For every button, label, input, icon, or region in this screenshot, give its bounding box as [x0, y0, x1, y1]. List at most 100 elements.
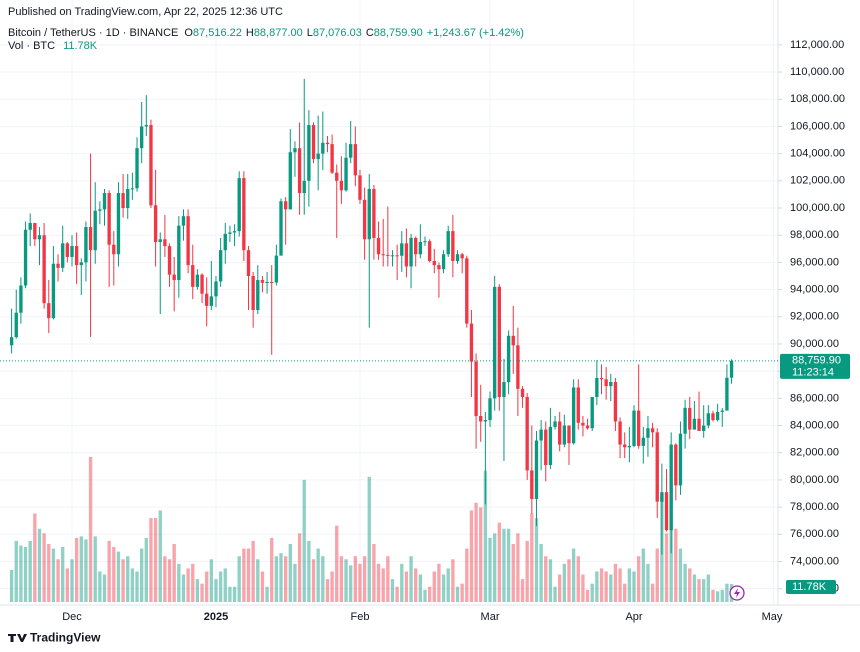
- volume-bar: [121, 559, 125, 602]
- symbol: Bitcoin / TetherUS · 1D · BINANCE: [8, 27, 178, 39]
- volume-bar: [93, 536, 97, 602]
- volume-bar: [191, 563, 195, 602]
- candle-body: [492, 286, 497, 399]
- candle-body: [200, 274, 204, 294]
- candle-body: [460, 254, 464, 259]
- volume-bar: [186, 568, 190, 602]
- candle-body: [692, 418, 697, 430]
- volume-bar: [135, 571, 139, 602]
- volume-bar: [474, 502, 478, 602]
- volume-bar: [599, 568, 604, 602]
- volume-bar: [98, 571, 102, 602]
- volume-bar: [636, 556, 641, 602]
- volume-bar: [293, 563, 297, 602]
- candle-body: [358, 175, 362, 200]
- volume-bar: [706, 574, 711, 602]
- volume-bar: [400, 563, 404, 602]
- volume-bar: [460, 583, 464, 602]
- volume-bar: [353, 556, 357, 602]
- candle-body: [725, 377, 729, 411]
- candle-body: [325, 142, 330, 145]
- ohlc-key: L: [307, 27, 313, 39]
- volume-bar: [339, 556, 344, 602]
- volume-bar: [427, 586, 432, 602]
- x-tick-label: Dec: [62, 611, 82, 623]
- candle-body: [469, 323, 474, 362]
- candle-body: [316, 153, 320, 160]
- volume-bar: [28, 540, 32, 602]
- y-tick-label: 100,000.00: [790, 202, 845, 214]
- volume-bar: [205, 571, 209, 602]
- candle-body: [335, 172, 339, 181]
- volume-bar: [469, 510, 474, 602]
- candle-body: [660, 492, 664, 502]
- volume-bar: [479, 507, 483, 602]
- grid: [0, 0, 778, 605]
- candle-body: [144, 125, 148, 127]
- y-tick-label: 104,000.00: [790, 148, 845, 160]
- volume-bar: [678, 548, 683, 602]
- y-tick-label: 84,000.00: [790, 419, 839, 431]
- x-tick-label: Apr: [625, 611, 642, 623]
- ohlc-value: 88,759.90: [374, 27, 423, 39]
- candle-body: [228, 232, 232, 234]
- candle-body: [623, 444, 627, 448]
- candle-body: [702, 425, 706, 431]
- volume-bar: [279, 553, 283, 602]
- volume-bar: [256, 559, 260, 602]
- ohlc-key: O: [184, 27, 193, 39]
- volume-bar: [441, 574, 446, 602]
- volume-bar: [465, 548, 469, 602]
- volume-bar: [702, 579, 706, 602]
- candle-body: [65, 243, 70, 257]
- volume-bar: [483, 470, 488, 602]
- volume-bar: [228, 586, 232, 602]
- volume-bar: [56, 559, 60, 602]
- candle-body: [530, 470, 534, 499]
- volume-bar: [107, 540, 111, 602]
- volume-bar: [646, 563, 650, 602]
- candle-body: [474, 361, 478, 417]
- volume-bar: [33, 513, 37, 602]
- volume-bar: [181, 574, 186, 602]
- y-tick-label: 76,000.00: [790, 528, 839, 540]
- candle-body: [465, 258, 469, 324]
- axis-layer: 72,000.0074,000.0076,000.0078,000.0080,0…: [0, 0, 860, 623]
- volume-bar: [581, 574, 585, 602]
- volume-legend: Vol · BTC 11.78K: [8, 40, 98, 52]
- candle-body: [390, 255, 395, 257]
- candle-body: [697, 418, 701, 431]
- volume-bar: [618, 568, 622, 602]
- candle-body: [414, 237, 418, 255]
- volume-bar: [349, 565, 353, 602]
- volume-bar: [367, 476, 371, 602]
- volume-bar: [316, 548, 320, 602]
- volume-bar: [697, 579, 701, 602]
- candle-body: [664, 492, 669, 531]
- candle-body: [376, 237, 381, 255]
- volume-bar: [218, 571, 223, 602]
- candle-body: [288, 152, 292, 210]
- volume-bar: [139, 548, 144, 602]
- volume-bar: [344, 559, 348, 602]
- candle-body: [74, 246, 79, 266]
- candle-body: [441, 254, 446, 270]
- candle-body: [539, 429, 543, 441]
- candle-body: [130, 188, 135, 190]
- candle-body: [488, 398, 492, 421]
- volume-bar: [492, 533, 497, 602]
- volume-bar: [311, 559, 316, 602]
- volume-bar: [335, 525, 339, 602]
- volume-bar: [711, 589, 715, 602]
- candle-body: [293, 148, 297, 153]
- candle-body: [576, 387, 580, 423]
- candle-body: [381, 254, 385, 256]
- volume-bar: [214, 579, 218, 602]
- candle-body: [362, 199, 367, 240]
- candle-body: [218, 250, 223, 282]
- volume-value-label: 11.78K: [792, 581, 827, 593]
- y-tick-label: 90,000.00: [790, 338, 839, 350]
- volume-bar: [126, 556, 130, 602]
- candle-body: [121, 193, 125, 209]
- y-tick-label: 78,000.00: [790, 501, 839, 513]
